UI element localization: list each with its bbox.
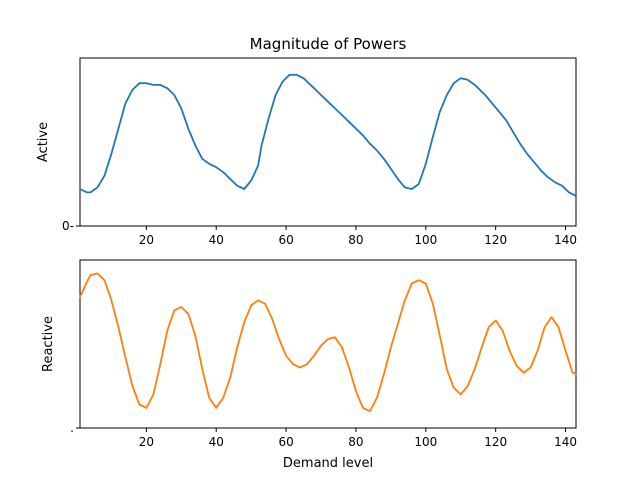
- active-x-tick-label: 40: [209, 233, 224, 247]
- active-y-tick-label: 0-: [62, 219, 74, 233]
- reactive-x-tick-label: 60: [278, 435, 293, 449]
- active-axes-frame: [79, 57, 577, 227]
- active-x-tick-label: 140: [554, 233, 577, 247]
- active-x-tick-label: 80: [348, 233, 363, 247]
- active-y-axis-label: Active: [36, 122, 51, 162]
- reactive-series-line: [79, 272, 577, 413]
- active-x-tick-label: 120: [484, 233, 507, 247]
- active-x-tick-label: 20: [139, 233, 154, 247]
- reactive-axes-frame: [79, 259, 577, 429]
- reactive-x-tick-label: 120: [484, 435, 507, 449]
- x-axis-label: Demand level: [283, 456, 373, 471]
- reactive-x-tick-label: 20: [139, 435, 154, 449]
- active-x-tick-label: 100: [414, 233, 437, 247]
- reactive-x-tick-label: 40: [209, 435, 224, 449]
- reactive-x-tick-label: 100: [414, 435, 437, 449]
- active-series-line: [79, 73, 577, 197]
- reactive-y-tick-label: .: [70, 421, 74, 435]
- reactive-x-tick-label: 140: [554, 435, 577, 449]
- reactive-x-tick-label: 80: [348, 435, 363, 449]
- active-x-tick-label: 60: [278, 233, 293, 247]
- reactive-y-axis-label: Reactive: [41, 316, 56, 372]
- active-panel: Active 20 40 60 80 100 120 140 0-: [36, 57, 577, 247]
- reactive-panel: Reactive Demand level 20 40 60 80 100 120 140.: [41, 259, 577, 471]
- chart-title: Magnitude of Powers: [250, 35, 407, 53]
